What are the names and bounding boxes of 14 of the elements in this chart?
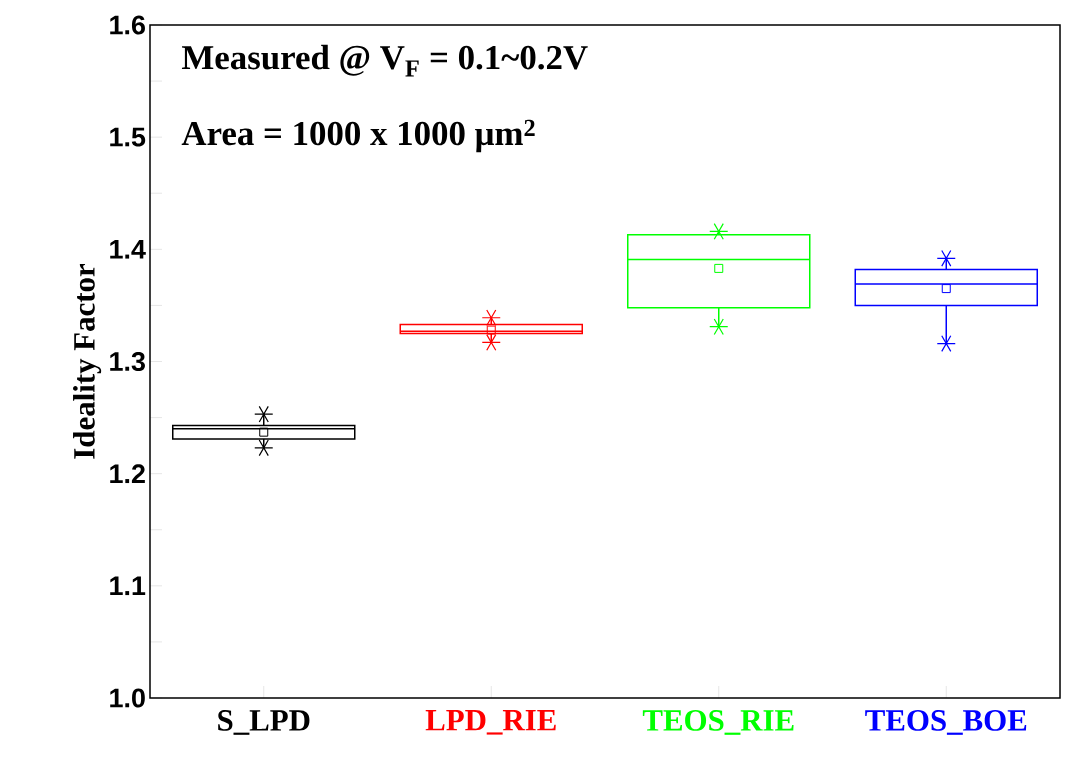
y-axis-title: Ideality Factor: [73, 263, 102, 459]
x-tick-label: TEOS_RIE: [642, 710, 794, 735]
y-tick-label: 1.3: [110, 351, 145, 372]
annotation: Measured @ V$_{F}$ = 0.1~0.2V: [181, 44, 588, 77]
x-tick-label: LPD_RIE: [425, 710, 556, 735]
y-tick-label: 1.6: [110, 15, 145, 35]
x-tick-label: TEOS_BOE: [865, 710, 1027, 735]
y-tick-label: 1.5: [110, 127, 146, 147]
y-tick-label: 1.2: [110, 464, 145, 484]
y-tick-label: 1.4: [110, 240, 146, 259]
y-tick-label: 1.0: [110, 688, 145, 708]
annotation: Area = 1000 x 1000 μm$^{2}$: [181, 119, 535, 153]
x-tick-label: S_LPD: [218, 710, 310, 735]
y-tick-label: 1.1: [110, 576, 146, 596]
